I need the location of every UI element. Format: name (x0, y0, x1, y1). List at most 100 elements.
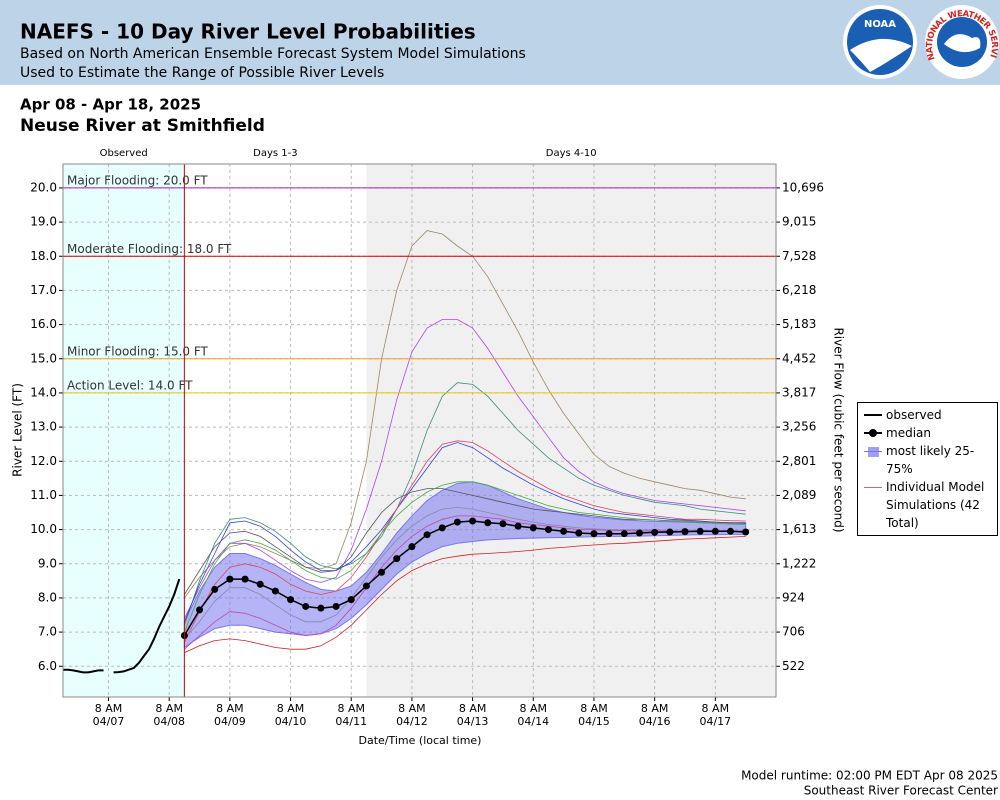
y-tick-label: 12.0 (30, 454, 57, 468)
legend-swatch (864, 424, 882, 442)
threshold-label: Minor Flooding: 15.0 FT (67, 344, 209, 358)
median-point (393, 555, 401, 563)
median-point (499, 520, 507, 528)
y-tick-label: 20.0 (30, 180, 57, 194)
threshold-label: Moderate Flooding: 18.0 FT (67, 242, 232, 256)
y2-tick-label: 7,528 (782, 249, 816, 263)
median-point (317, 604, 325, 612)
median-point (560, 527, 568, 535)
median-point (605, 530, 613, 538)
median-point (696, 527, 704, 535)
x-tick-label: 04/13 (457, 715, 489, 728)
median-point (575, 529, 583, 537)
x-tick-label: 8 AM (155, 702, 183, 715)
median-point (726, 527, 734, 535)
median-point (484, 519, 492, 527)
median-point (666, 528, 674, 536)
y-tick-label: 9.0 (38, 556, 57, 570)
median-point (211, 585, 219, 593)
median-point (453, 518, 461, 526)
plot-frame (62, 163, 777, 698)
median-point (514, 522, 522, 530)
median-point (362, 582, 370, 590)
median-point (742, 528, 750, 536)
y2-tick-label: 3,817 (782, 385, 816, 399)
header-band (0, 0, 1000, 85)
median-point (711, 527, 719, 535)
header-subtitle: Based on North American Ensemble Forecas… (20, 46, 526, 62)
median-point (271, 587, 279, 595)
legend-entry: median (864, 424, 991, 442)
header-subtitle: Used to Estimate the Range of Possible R… (20, 65, 384, 81)
median-point (347, 596, 355, 604)
y2-tick-label: 522 (782, 659, 805, 673)
threshold-label: Action Level: 14.0 FT (67, 378, 193, 392)
legend-label: most likely 25-75% (886, 444, 975, 476)
y2-tick-label: 5,183 (782, 317, 816, 331)
x-tick-label: 8 AM (580, 702, 608, 715)
x-tick-label: 8 AM (95, 702, 123, 715)
logo-text: NOAA (864, 19, 896, 30)
x-tick-label: 04/17 (699, 715, 731, 728)
period: Apr 08 - Apr 18, 2025 (20, 96, 201, 114)
y2-tick-label: 6,218 (782, 283, 816, 297)
median-point (635, 529, 643, 537)
x-tick-label: 8 AM (459, 702, 487, 715)
x-tick-label: 04/12 (396, 715, 428, 728)
x-tick-label: 8 AM (702, 702, 730, 715)
y-tick-label: 14.0 (30, 385, 57, 399)
x-tick-label: 04/08 (153, 715, 185, 728)
x-tick-label: 8 AM (216, 702, 244, 715)
y-tick-label: 15.0 (30, 351, 57, 365)
simulation-line (184, 481, 746, 633)
y-tick-label: 7.0 (38, 625, 57, 639)
median-point (408, 543, 416, 551)
median-point (423, 531, 431, 539)
y-tick-label: 6.0 (38, 659, 57, 673)
region (366, 164, 776, 697)
threshold-label: Major Flooding: 20.0 FT (67, 173, 208, 187)
legend-entry: most likely 25-75% (864, 442, 991, 478)
x-tick-label: 04/16 (639, 715, 671, 728)
median-point (651, 528, 659, 536)
median-point (302, 602, 310, 610)
y-tick-label: 18.0 (30, 249, 57, 263)
x-tick-label: 8 AM (398, 702, 426, 715)
y2-tick-label: 706 (782, 625, 805, 639)
observed-line (63, 578, 181, 674)
region (63, 164, 185, 697)
median-point (620, 530, 628, 538)
y-axis-label: River Level (FT) (11, 383, 25, 477)
median-point (590, 530, 598, 538)
median-point (226, 575, 234, 583)
median-point (681, 528, 689, 536)
legend-swatch (864, 442, 882, 460)
simulation-line (184, 230, 746, 599)
y2-tick-label: 10,696 (782, 180, 824, 194)
simulation-line (184, 440, 746, 643)
x-tick-label: 04/11 (335, 715, 367, 728)
legend: observed median most likely 25-75% Individu… (857, 402, 998, 536)
x-tick-label: 8 AM (337, 702, 365, 715)
x-tick-label: 04/15 (578, 715, 610, 728)
x-tick-label: 8 AM (520, 702, 548, 715)
x-tick-label: 04/14 (517, 715, 549, 728)
y-tick-label: 16.0 (30, 317, 57, 331)
y2-tick-label: 1,613 (782, 522, 816, 536)
y2-tick-label: 9,015 (782, 215, 816, 229)
y2-tick-label: 1,222 (782, 556, 816, 570)
x-tick-label: 04/09 (214, 715, 246, 728)
median-point (196, 606, 204, 614)
median-point (529, 524, 537, 532)
legend-label: median (886, 426, 931, 440)
legend-entry: observed (864, 406, 991, 424)
x-tick-label: 04/10 (275, 715, 307, 728)
legend-swatch (864, 478, 882, 496)
header-title: NAEFS - 10 Day River Level Probabilities (20, 20, 476, 44)
legend-swatch (864, 406, 882, 424)
x-axis-label: Date/Time (local time) (359, 734, 482, 747)
noaa-logo: NOAA (843, 5, 917, 79)
median-point (438, 524, 446, 532)
